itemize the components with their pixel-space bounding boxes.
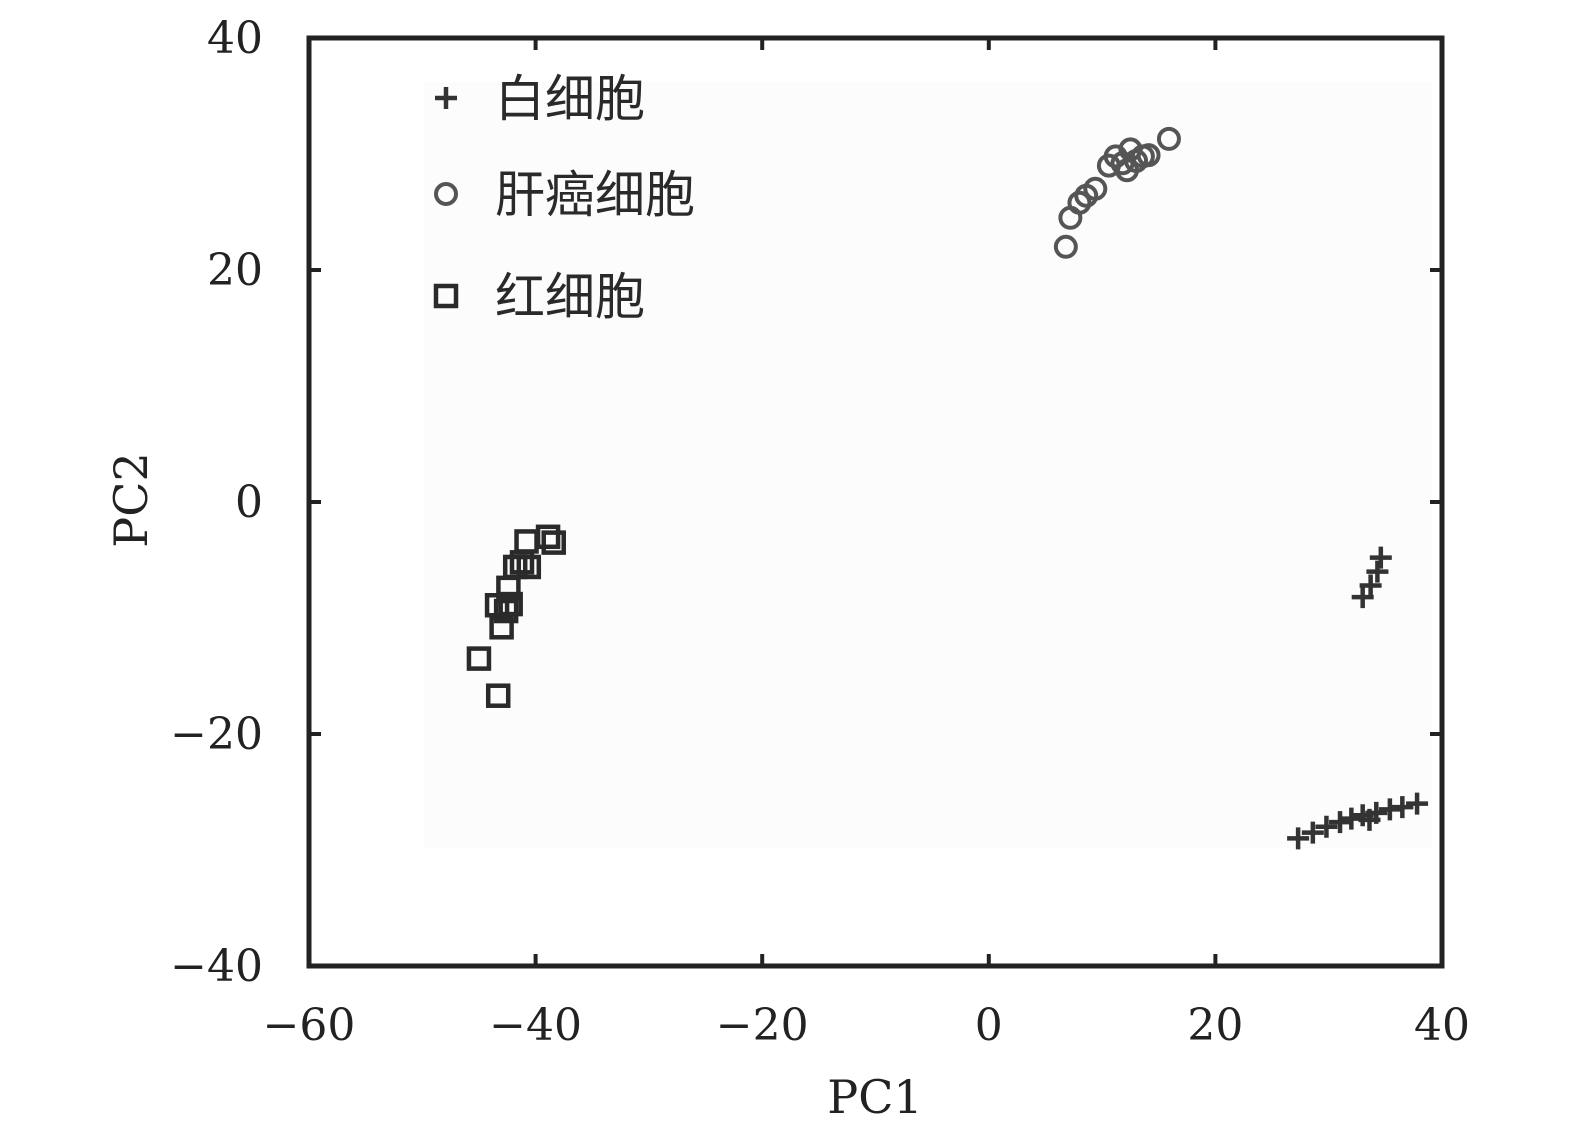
y-axis-label: PC2 — [104, 452, 158, 547]
data-point — [1366, 560, 1389, 583]
legend-label: 肝癌细胞 — [495, 166, 695, 224]
data-point — [1359, 574, 1382, 597]
data-point — [1156, 126, 1181, 151]
data-point — [1067, 190, 1092, 215]
x-tick-label: −60 — [263, 1000, 356, 1051]
legend-marker-circle — [434, 182, 458, 206]
plot-frame — [306, 35, 1445, 969]
data-point — [1053, 234, 1078, 259]
data-point — [1365, 801, 1388, 824]
data-point — [1378, 798, 1401, 821]
data-point — [493, 598, 519, 624]
y-tick-label: −40 — [170, 941, 263, 992]
data-point — [1315, 815, 1338, 838]
data-point — [1351, 586, 1374, 609]
data-point — [466, 646, 492, 671]
x-tick-label: 40 — [1414, 1000, 1470, 1051]
y-tick-label: −20 — [170, 709, 263, 760]
data-point — [1329, 811, 1352, 834]
data-point — [1369, 546, 1392, 569]
y-tick-labels: −40 −20 0 20 40 — [170, 13, 263, 992]
data-point — [1287, 827, 1310, 850]
y-tick-label: 0 — [235, 477, 263, 528]
data-point — [1083, 176, 1108, 201]
plot-inner-shade — [424, 82, 1432, 848]
legend-marker-square — [433, 283, 459, 309]
x-tick-label: −40 — [489, 1000, 582, 1051]
data-points — [466, 126, 1429, 850]
x-tick-labels: −60 −40 −20 0 20 40 — [263, 1000, 1470, 1051]
data-point — [541, 530, 566, 555]
data-point — [1406, 792, 1429, 815]
data-point — [1391, 796, 1414, 819]
data-point — [485, 683, 511, 708]
data-point — [502, 554, 528, 580]
y-tick-label: 20 — [207, 245, 263, 296]
data-point — [535, 524, 561, 550]
x-tick-label: −20 — [716, 1000, 809, 1051]
x-tick-label: 20 — [1187, 1000, 1243, 1051]
data-point — [498, 591, 523, 617]
legend-label: 红细胞 — [495, 268, 645, 326]
x-tick-label: 0 — [975, 1000, 1003, 1051]
y-tick-label: 40 — [207, 13, 263, 64]
data-point — [1136, 143, 1161, 168]
x-axis-label: PC1 — [827, 1070, 922, 1124]
legend-marker-plus — [435, 87, 457, 109]
data-point — [1301, 821, 1324, 844]
data-point — [489, 615, 514, 640]
legend-label: 白细胞 — [495, 70, 645, 128]
data-point — [516, 554, 542, 580]
